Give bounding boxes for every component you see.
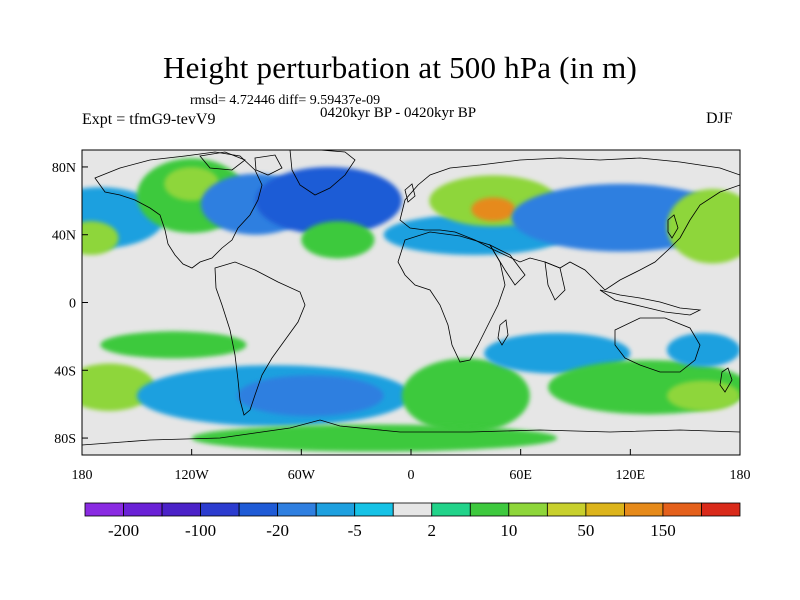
lon-tick-label: 120W xyxy=(175,468,210,483)
lon-tick-label: 120E xyxy=(616,468,646,483)
colorbar-label: -100 xyxy=(185,521,216,540)
colorbar-box xyxy=(392,502,433,517)
colorbar-label: 50 xyxy=(577,521,594,540)
colorbar-box xyxy=(238,502,279,517)
colorbar-label: 10 xyxy=(500,521,517,540)
colorbar-box xyxy=(277,502,317,517)
colorbar-label: -5 xyxy=(348,521,362,540)
anomaly-regions xyxy=(82,158,740,452)
colorbar-box xyxy=(585,502,625,517)
colorbar-box xyxy=(431,502,471,517)
lon-tick-label: 180 xyxy=(730,468,751,483)
anomaly-region-green xyxy=(301,221,375,259)
anomaly-region-yellow-green xyxy=(666,188,740,264)
colorbar-box xyxy=(200,502,240,517)
axis-ticks xyxy=(81,166,741,455)
colorbar-box xyxy=(84,502,124,517)
stats-line: rmsd= 4.72446 diff= 9.59437e-09 xyxy=(190,93,381,108)
lon-tick-label: 180 xyxy=(72,468,93,483)
anomaly-region-blue xyxy=(237,375,384,417)
colorbar-boxes xyxy=(84,502,741,517)
colorbar-box xyxy=(624,502,664,517)
anomaly-region-medium-blue xyxy=(255,166,402,235)
lat-tick-label: 40S xyxy=(54,364,76,379)
colorbar-box xyxy=(315,502,356,517)
colorbar-box xyxy=(546,502,587,517)
lon-tick-label: 60W xyxy=(288,468,316,483)
colorbar-box xyxy=(354,502,394,517)
anomaly-region-green xyxy=(401,358,530,433)
anomaly-region-orange xyxy=(471,197,516,222)
colorbar-label: 2 xyxy=(428,521,437,540)
lat-tick-label: 80N xyxy=(52,161,76,176)
colorbar-box xyxy=(662,502,702,517)
axis-tick-labels: 180 120W 60W 0 60E 120E 180 80N 40N 0 40S 80S xyxy=(52,161,751,483)
anomaly-region-green xyxy=(100,331,247,359)
colorbar-label: -20 xyxy=(266,521,289,540)
lat-tick-label: 80S xyxy=(54,432,76,447)
period-label: 0420kyr BP - 0420kyr BP xyxy=(320,105,477,121)
anomaly-region-yellow-green xyxy=(82,221,119,256)
coastlines xyxy=(82,150,740,455)
lon-tick-label: 60E xyxy=(509,468,532,483)
lat-tick-label: 40N xyxy=(52,229,76,244)
experiment-label: Expt = tfmG9-tevV9 xyxy=(82,111,216,128)
colorbar-label: 150 xyxy=(650,521,676,540)
lat-tick-label: 0 xyxy=(69,297,76,312)
season-label: DJF xyxy=(706,110,733,127)
anomaly-region-light-blue xyxy=(484,333,631,374)
colorbar-box xyxy=(123,502,163,517)
anomaly-region-green xyxy=(191,424,558,452)
colorbar-label: -200 xyxy=(108,521,139,540)
colorbar-box xyxy=(161,502,201,517)
anomaly-region-yellow-green xyxy=(82,363,156,411)
lon-tick-label: 0 xyxy=(408,468,415,483)
colorbar-box xyxy=(701,502,741,517)
map-title: Height perturbation at 500 hPa (in m) xyxy=(162,50,638,85)
colorbar-box xyxy=(469,502,510,517)
anomaly-region-light-blue xyxy=(666,333,740,367)
colorbar-labels: -200 -100 -20 -5 2 10 50 150 xyxy=(108,521,676,540)
colorbar-box xyxy=(508,502,548,517)
